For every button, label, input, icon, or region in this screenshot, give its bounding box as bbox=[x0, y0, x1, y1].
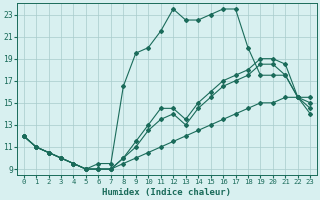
X-axis label: Humidex (Indice chaleur): Humidex (Indice chaleur) bbox=[102, 188, 231, 197]
